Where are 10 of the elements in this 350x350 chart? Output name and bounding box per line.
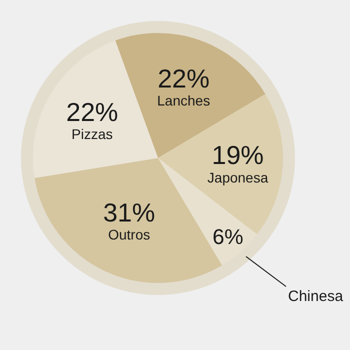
data-label: 22% (158, 63, 210, 94)
data-label: 6% (212, 225, 244, 250)
slice-label: Chinesa (288, 288, 344, 305)
slice-label: Pizzas (72, 126, 113, 142)
data-label: 22% (66, 96, 118, 127)
slice-label: Lanches (157, 92, 210, 109)
data-label: 31% (103, 197, 156, 228)
slice-label: Outros (108, 226, 150, 243)
data-label: 19% (212, 140, 264, 170)
slice-label: Japonesa (207, 169, 268, 186)
